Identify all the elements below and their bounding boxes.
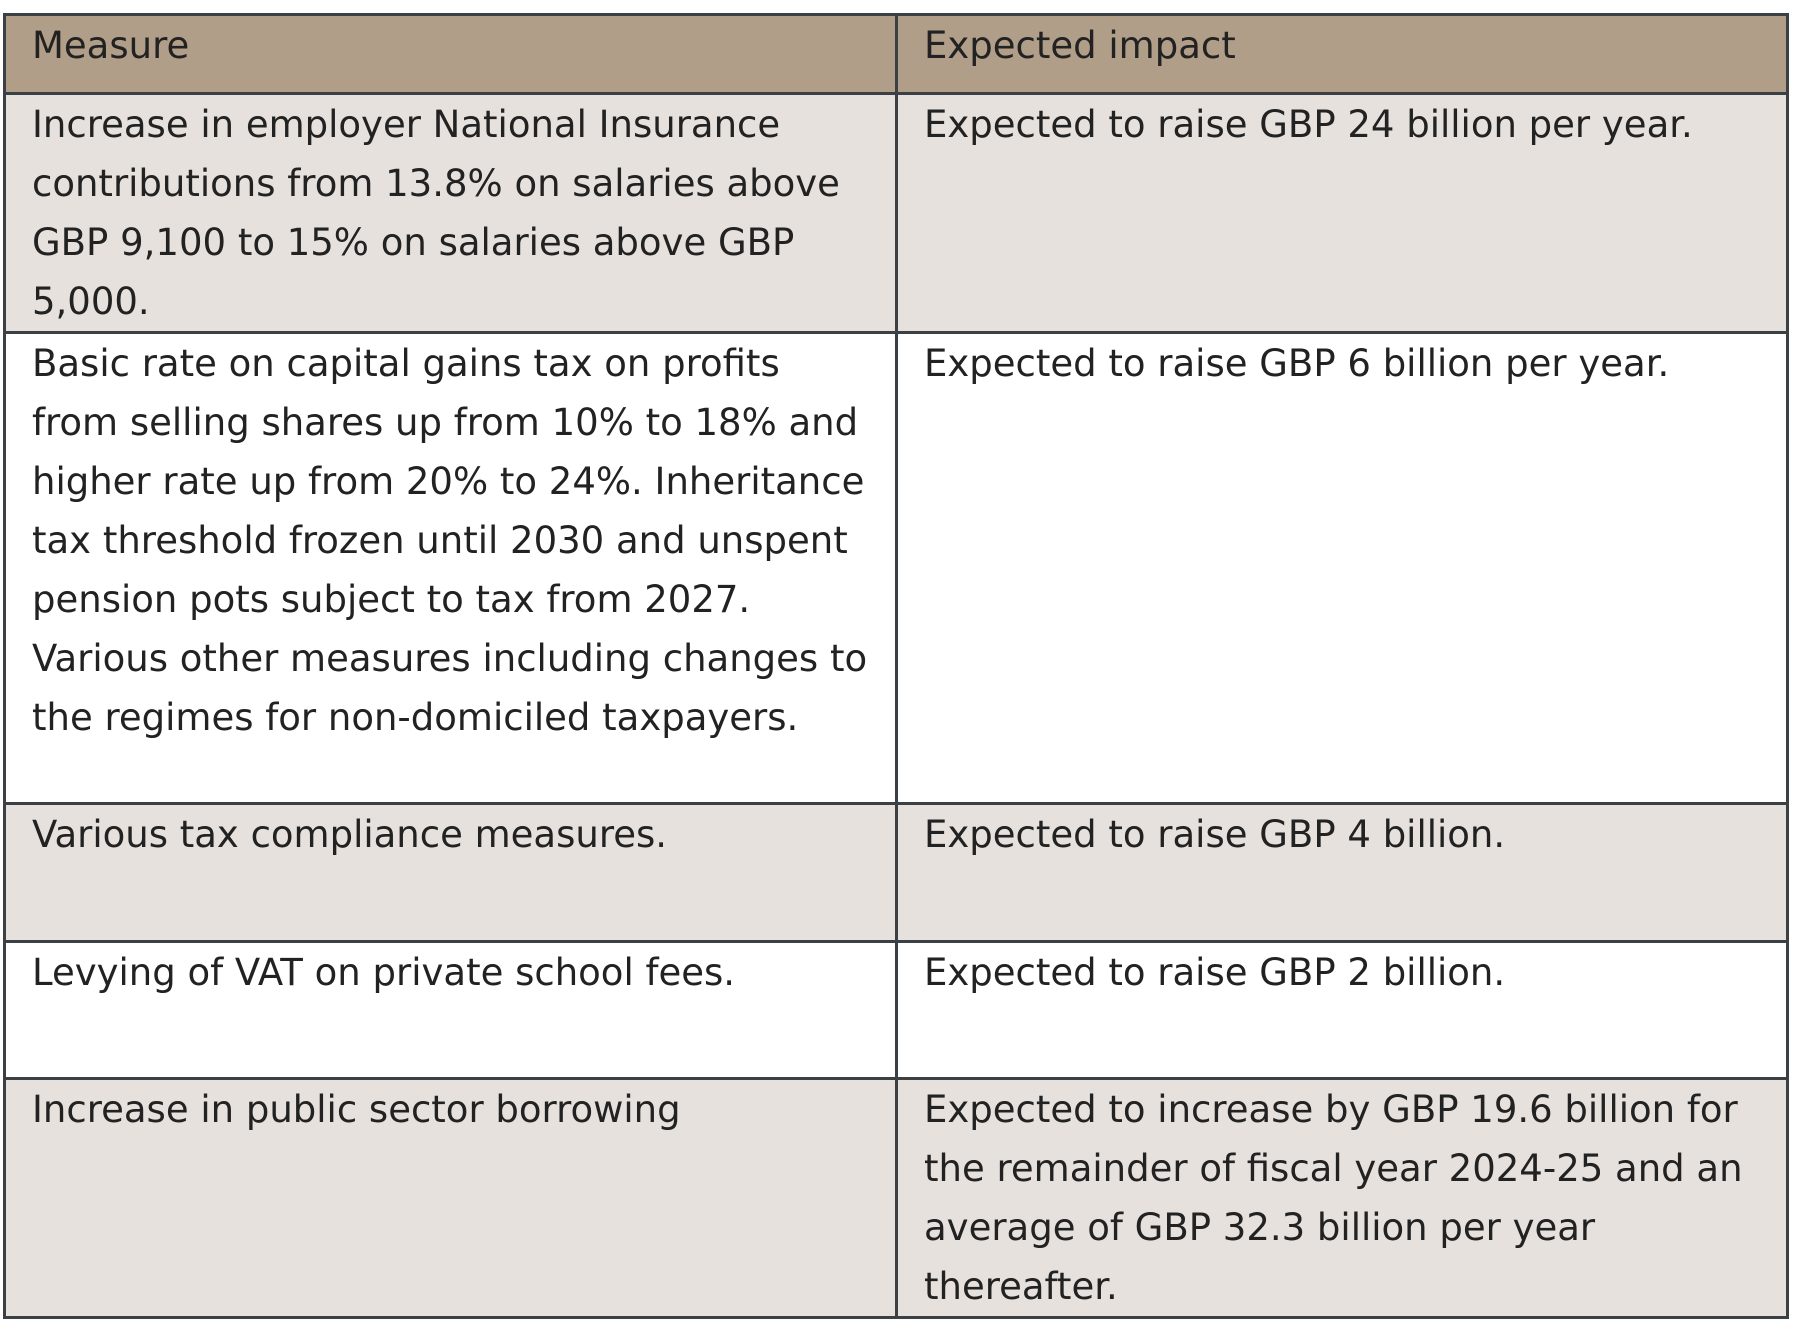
table-row: Levying of VAT on private school fees. Ex… xyxy=(3,940,1789,1080)
header-row: Measure Expected impact xyxy=(3,13,1789,95)
table-cell: Levying of VAT on private school fees. xyxy=(3,940,898,1080)
table-cell: Expected to increase by GBP 19.6 billion… xyxy=(895,1077,1789,1319)
table-cell: Expected to raise GBP 2 billion. xyxy=(895,940,1789,1080)
header-cell: Expected impact xyxy=(895,13,1789,95)
table-cell: Basic rate on capital gains tax on profi… xyxy=(3,331,898,805)
table-row: Various tax compliance measures. Expected… xyxy=(3,802,1789,943)
table-row: Increase in public sector borrowing Expec… xyxy=(3,1077,1789,1319)
table-cell: Expected to raise GBP 4 billion. xyxy=(895,802,1789,943)
measures-table: Measure Expected impact Increase in emplo… xyxy=(3,13,1789,1319)
header-cell: Measure xyxy=(3,13,898,95)
table-row: Increase in employer National Insurance … xyxy=(3,92,1789,334)
table-cell: Various tax compliance measures. xyxy=(3,802,898,943)
table-cell: Expected to raise GBP 6 billion per year… xyxy=(895,331,1789,805)
table-cell: Increase in employer National Insurance … xyxy=(3,92,898,334)
table-cell: Increase in public sector borrowing xyxy=(3,1077,898,1319)
table-cell: Expected to raise GBP 24 billion per yea… xyxy=(895,92,1789,334)
table-row: Basic rate on capital gains tax on profi… xyxy=(3,331,1789,805)
